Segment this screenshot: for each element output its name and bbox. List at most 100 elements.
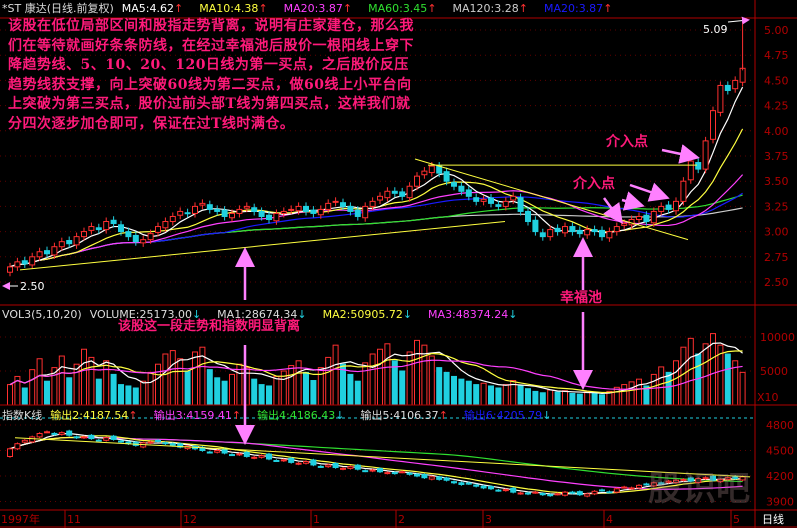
entry-arrow-icon (629, 182, 670, 202)
price-candles[interactable] (7, 20, 746, 277)
volume-bars[interactable] (7, 333, 746, 406)
price-candle (525, 210, 531, 223)
index-ma10-line (9, 435, 743, 495)
volume-bar (599, 394, 605, 406)
volume-unit: X10 (757, 391, 779, 404)
out6-text: 输出6:4205.79 (463, 409, 543, 422)
volume-bar (88, 356, 95, 406)
volume-bar (576, 393, 583, 406)
price-candle (132, 234, 139, 243)
volume-header: VOL3(5,10,20) VOLUME:25173.00↓ MA1:28674.3… (2, 308, 533, 322)
index-candle (488, 486, 494, 490)
index-candle (576, 491, 583, 496)
price-tick-label: 4.00 (764, 125, 789, 138)
index-candle (81, 436, 87, 439)
entry-arrow-icon (621, 191, 645, 211)
price-candle (125, 231, 132, 238)
price-candle (221, 209, 228, 217)
low-price-label: 2.50 (20, 280, 45, 293)
volume-text: VOLUME:25173.00 (89, 308, 192, 321)
price-candle (118, 224, 124, 233)
period-label[interactable]: 日线 (762, 512, 784, 526)
price-candle (340, 202, 346, 207)
index-candle (414, 473, 420, 477)
index-candle (399, 471, 406, 474)
annotations: 该股这一段走势和指数明显背离 介入点 介入点 幸福池 5.09 2.50 X10… (2, 16, 784, 526)
price-candle (81, 231, 87, 238)
volume-bar (428, 355, 435, 406)
price-candle (66, 240, 73, 245)
volume-bar (613, 386, 620, 406)
up-arrow-icon: ↑ (342, 2, 353, 15)
volume-tick-label: 10000 (760, 331, 795, 344)
volume-bar (621, 384, 628, 406)
index-candle (110, 435, 117, 440)
index-candle (66, 430, 73, 436)
volume-bar (724, 353, 731, 406)
index-candle (702, 477, 709, 480)
price-tick-label: 2.50 (764, 276, 789, 289)
price-candle (502, 200, 509, 207)
index-candle (384, 472, 391, 475)
up-arrow-icon: ↑ (603, 2, 613, 15)
time-tick-label: 1 (313, 513, 320, 526)
price-candle (280, 210, 287, 214)
price-tick-label: 3.00 (764, 226, 789, 239)
price-candle (58, 241, 65, 248)
index-candle (480, 485, 487, 489)
price-candle (29, 256, 36, 266)
price-candle (347, 205, 354, 212)
index-ma60-line (9, 436, 743, 483)
price-candle (169, 215, 176, 223)
price-candle (724, 84, 731, 91)
volume-bar (21, 387, 28, 406)
index-candle (473, 484, 480, 487)
volume-bar (443, 371, 450, 406)
index-candle (665, 480, 672, 483)
index-candle (88, 434, 95, 440)
price-candle (451, 182, 457, 187)
price-candle (399, 191, 406, 197)
index-candle (288, 457, 295, 463)
volume-bar (473, 384, 480, 406)
index-candle (155, 439, 161, 442)
index-candle (525, 492, 531, 495)
price-candle (414, 175, 420, 187)
price-candle (421, 170, 428, 176)
volume-bar (162, 353, 169, 406)
price-candle (21, 260, 28, 265)
index-candle (21, 439, 28, 443)
high-price-arrow-icon (727, 16, 750, 25)
index-candle (710, 475, 716, 481)
volume-bar (584, 391, 591, 406)
volume-bar (377, 348, 383, 406)
volume-bar (132, 387, 139, 406)
out2-text: 输出2:4187.54 (50, 409, 129, 422)
index-candle (636, 484, 642, 489)
volume-bar (214, 377, 221, 406)
price-tick-label: 4.25 (764, 100, 789, 113)
index-candle (354, 464, 361, 470)
index-candle (451, 481, 457, 484)
price-candle (88, 226, 95, 231)
volume-bar (118, 384, 124, 406)
index-candles[interactable] (7, 429, 751, 498)
up-arrow-icon: ↑ (231, 409, 242, 422)
price-candle (673, 200, 679, 212)
price-candle (636, 215, 642, 221)
index-tick-label: 4800 (766, 419, 794, 432)
vol-ma1: MA1:28674.34↓ (217, 308, 314, 321)
volume-bar (288, 365, 295, 406)
index-title: 指数K线 (2, 409, 43, 422)
price-candle (606, 231, 613, 239)
entry-arrow-icon (661, 144, 700, 164)
volume-bar (303, 371, 309, 406)
down-arrow-icon: ↓ (402, 308, 413, 321)
volume-bar (29, 369, 36, 406)
price-candle (562, 226, 568, 234)
volume-bar (184, 370, 191, 406)
price-candle (251, 207, 258, 212)
index-candle (695, 478, 702, 484)
vol-ma20-line (9, 359, 743, 390)
